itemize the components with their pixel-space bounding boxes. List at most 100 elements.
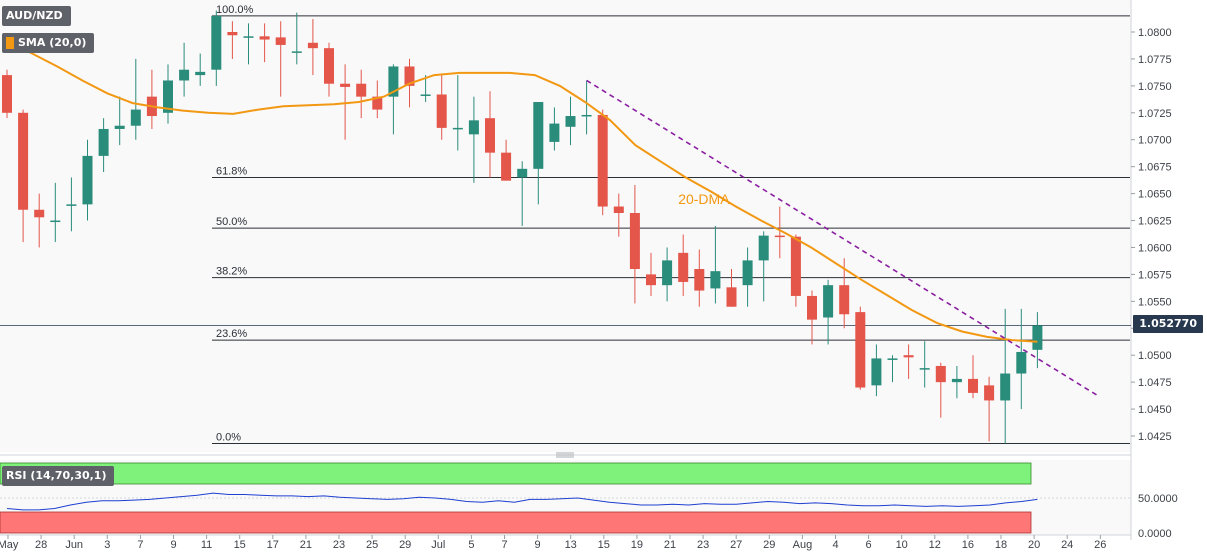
candle-body-up — [130, 109, 141, 126]
x-tick-label: 21 — [664, 539, 676, 551]
x-tick-label: 23 — [697, 539, 709, 551]
sma-20-line — [6, 39, 1038, 343]
x-tick-label: 4 — [832, 539, 838, 551]
candle-body-up — [195, 71, 206, 76]
y-tick-label: 1.0800 — [1138, 27, 1172, 39]
symbol-label: AUD/NZD — [6, 9, 63, 22]
candle-body-up — [565, 116, 576, 127]
rsi-line — [6, 492, 1038, 511]
candle-body-up — [951, 378, 962, 383]
x-tick-label: 29 — [763, 539, 775, 551]
fibonacci-level-label: 38.2% — [216, 266, 247, 278]
candle-body-down — [18, 112, 29, 210]
candle-body-down — [2, 75, 12, 113]
candle-body-up — [517, 168, 528, 178]
x-tick-label: 21 — [300, 539, 312, 551]
x-tick-label: 7 — [501, 539, 507, 551]
y-tick-label: 1.0675 — [1138, 162, 1172, 174]
y-tick-label: 1.0475 — [1138, 377, 1172, 389]
candle-body-down — [307, 42, 318, 49]
x-tick-label: 9 — [535, 539, 541, 551]
x-tick-label: 11 — [201, 539, 212, 551]
candle-body-up — [388, 66, 399, 97]
x-tick-label: 15 — [234, 539, 246, 551]
candle-body-up — [163, 80, 173, 113]
y-tick-label: 1.0650 — [1138, 189, 1172, 201]
x-tick-label: 27 — [730, 539, 742, 551]
fibonacci-level-label: 61.8% — [216, 165, 247, 177]
rsi-legend-label: RSI (14,70,30,1) — [6, 469, 107, 482]
y-tick-label: 1.0750 — [1138, 81, 1172, 93]
y-tick-label: 1.0700 — [1138, 135, 1172, 147]
fibonacci-level-label: 50.0% — [216, 216, 247, 228]
candle-body-down — [839, 285, 850, 315]
x-tick-label: 17 — [267, 539, 279, 551]
candle-body-down — [324, 48, 334, 84]
candle-body-down — [404, 66, 415, 86]
candle-body-down — [855, 312, 866, 388]
x-tick-label: Jun — [65, 539, 83, 551]
candle-body-up — [1032, 325, 1043, 350]
candle-body-up — [468, 120, 479, 135]
candle-body-down — [372, 96, 383, 110]
candle-body-up — [533, 102, 544, 169]
candle-body-down — [501, 152, 512, 181]
candle-body-up — [114, 125, 125, 129]
last-price-label: 1.052770 — [1139, 317, 1197, 330]
candle-body-up — [823, 285, 834, 318]
x-tick-label: 7 — [137, 539, 143, 551]
candle-body-down — [694, 269, 705, 291]
x-tick-label: 15 — [598, 539, 610, 551]
candle-body-down — [356, 83, 367, 97]
candle-body-up — [710, 271, 721, 289]
y-tick-label: 1.0550 — [1138, 296, 1172, 308]
y-tick-label: 1.0725 — [1138, 108, 1172, 120]
candle-body-down — [259, 36, 270, 40]
symbol-badge[interactable]: AUD/NZD — [2, 6, 71, 26]
candle-body-down — [436, 94, 447, 128]
candle-body-down — [726, 287, 737, 307]
candle-body-down — [340, 83, 351, 87]
candle-body-down — [485, 118, 495, 153]
candle-body-up — [179, 69, 190, 81]
candle-body-up — [871, 358, 882, 386]
candle-body-down — [903, 355, 914, 358]
candle-body-up — [1000, 373, 1011, 401]
candle-body-up — [1016, 351, 1027, 374]
y-tick-label: 1.0575 — [1138, 269, 1172, 281]
x-tick-label: 20 — [1028, 539, 1040, 551]
x-tick-label: 28 — [35, 539, 47, 551]
x-tick-label: 12 — [929, 539, 941, 551]
candle-body-up — [549, 123, 560, 142]
candle-body-down — [807, 295, 817, 320]
last-price-tag: 1.052770 — [1133, 315, 1203, 333]
rsi-legend-badge[interactable]: RSI (14,70,30,1) — [2, 466, 115, 486]
rsi-y-tick-label: 50.0000 — [1138, 493, 1178, 505]
candle-body-down — [597, 114, 608, 207]
x-tick-label: 13 — [565, 539, 577, 551]
sma-legend-badge[interactable]: SMA (20,0) — [2, 33, 95, 53]
sma-legend-label: SMA (20,0) — [18, 36, 87, 49]
rsi-overbought-zone — [0, 462, 1032, 485]
x-tick-label: 3 — [104, 539, 110, 551]
y-tick-label: 1.0450 — [1138, 404, 1172, 416]
y-tick-label: 1.0775 — [1138, 54, 1172, 66]
candle-body-down — [678, 252, 689, 282]
candle-body-up — [243, 36, 254, 38]
sma-swatch-icon — [6, 37, 14, 49]
candle-body-down — [790, 236, 801, 296]
candle-body-up — [662, 260, 673, 286]
candle-body-up — [887, 358, 898, 360]
candle-body-down — [629, 212, 640, 270]
candle-body-up — [742, 260, 753, 286]
fibonacci-level-label: 23.6% — [216, 328, 247, 340]
x-tick-label: 5 — [468, 539, 474, 551]
y-tick-label: 1.0425 — [1138, 431, 1172, 443]
x-tick-label: 29 — [399, 539, 411, 551]
candle-body-up — [66, 204, 77, 206]
x-tick-label: 25 — [366, 539, 378, 551]
candle-body-down — [613, 206, 624, 213]
rsi-y-tick-label: 0.0000 — [1138, 528, 1172, 540]
